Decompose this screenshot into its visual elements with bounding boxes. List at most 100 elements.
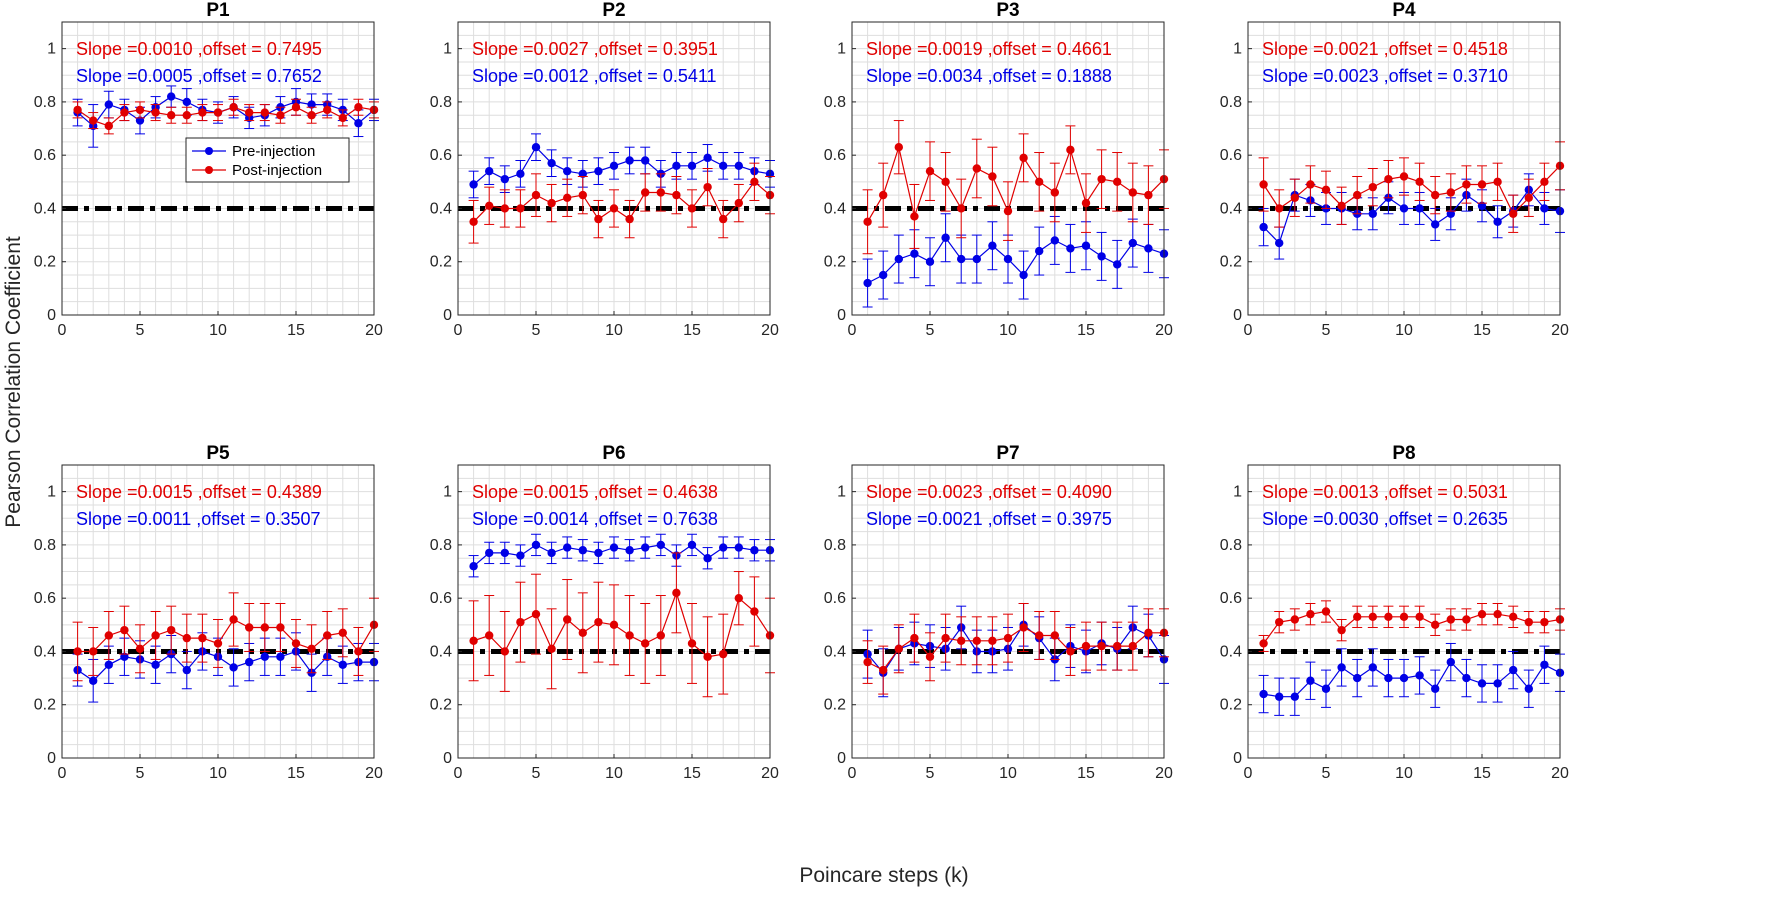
post-injection-series xyxy=(468,162,775,244)
data-point xyxy=(1275,617,1284,627)
data-point xyxy=(957,254,966,264)
data-point xyxy=(1259,222,1268,232)
data-point xyxy=(563,615,572,624)
y-tick-label: 0.8 xyxy=(824,94,846,111)
data-point xyxy=(516,204,525,213)
data-point xyxy=(547,644,556,653)
data-point xyxy=(1306,676,1315,685)
data-point xyxy=(734,593,743,603)
data-point xyxy=(1446,615,1456,624)
y-tick-label: 1 xyxy=(47,484,56,501)
data-point xyxy=(656,188,665,197)
x-tick-label: 5 xyxy=(926,322,935,339)
post-injection-annotation: Slope =0.0010 ,offset = 0.7495 xyxy=(76,39,322,59)
grid-lines xyxy=(457,21,771,316)
data-point xyxy=(1431,684,1440,693)
data-point xyxy=(578,169,587,179)
data-point xyxy=(1524,193,1534,202)
legend-marker xyxy=(205,166,213,174)
data-point xyxy=(1275,238,1284,248)
data-point xyxy=(1493,217,1502,226)
data-point xyxy=(245,623,254,632)
data-point xyxy=(516,551,525,560)
data-point xyxy=(151,660,160,669)
data-point xyxy=(672,161,681,171)
data-point xyxy=(323,631,332,640)
x-tick-label: 0 xyxy=(58,322,67,339)
data-point xyxy=(151,108,160,117)
data-point xyxy=(941,177,950,187)
data-point xyxy=(1259,180,1268,189)
data-point xyxy=(578,546,587,555)
data-point xyxy=(485,548,494,558)
data-point xyxy=(1019,153,1028,163)
data-point xyxy=(354,103,363,112)
data-point xyxy=(1081,241,1091,250)
x-tick-label: 20 xyxy=(365,322,383,339)
data-point xyxy=(957,636,966,645)
tick-labels: 0 5 10 15 20 0 0.2 0.4 0.6 0.8 1 xyxy=(34,484,383,782)
data-point xyxy=(338,113,347,123)
x-tick-label: 5 xyxy=(532,322,541,339)
data-point xyxy=(1431,220,1440,229)
data-point xyxy=(1493,177,1502,187)
data-point xyxy=(531,609,541,619)
y-tick-label: 1 xyxy=(1233,484,1242,501)
y-tick-label: 0.8 xyxy=(1220,94,1242,111)
data-point xyxy=(941,233,950,242)
y-tick-label: 0.2 xyxy=(824,697,846,714)
y-tick-label: 0.4 xyxy=(1220,200,1242,217)
data-point xyxy=(1097,252,1106,261)
y-tick-label: 0.8 xyxy=(430,94,452,111)
data-point xyxy=(213,108,223,117)
y-tick-label: 0.4 xyxy=(430,200,452,217)
data-point xyxy=(135,644,145,653)
y-tick-label: 0.4 xyxy=(34,643,56,660)
y-tick-label: 0.2 xyxy=(34,254,56,271)
y-tick-label: 0.4 xyxy=(1220,643,1242,660)
data-point xyxy=(719,214,728,224)
data-point xyxy=(672,190,681,200)
data-point xyxy=(276,652,285,661)
data-point xyxy=(1259,689,1268,699)
subplot-title: P8 xyxy=(1392,443,1415,464)
data-point xyxy=(260,623,269,632)
data-point xyxy=(135,105,145,115)
data-point xyxy=(89,647,98,656)
y-tick-label: 0 xyxy=(1233,750,1242,767)
data-point xyxy=(1066,145,1075,155)
post-injection-annotation: Slope =0.0021 ,offset = 0.4518 xyxy=(1262,39,1508,59)
x-tick-label: 20 xyxy=(1155,322,1173,339)
data-point xyxy=(1290,193,1300,202)
data-point xyxy=(1097,174,1106,184)
data-point xyxy=(104,100,114,109)
data-point xyxy=(1290,615,1300,624)
data-point xyxy=(1113,177,1122,187)
y-tick-label: 0.6 xyxy=(34,147,56,164)
y-tick-label: 0.8 xyxy=(1220,537,1242,554)
data-point xyxy=(687,639,697,648)
data-point xyxy=(167,111,176,120)
x-tick-label: 15 xyxy=(287,322,305,339)
data-point xyxy=(500,548,509,558)
y-tick-label: 1 xyxy=(837,484,846,501)
data-point xyxy=(972,636,981,645)
y-tick-label: 0 xyxy=(47,750,56,767)
data-point xyxy=(1128,641,1138,651)
data-point xyxy=(719,161,728,171)
data-point xyxy=(1384,174,1393,184)
data-point xyxy=(1081,198,1091,208)
y-tick-label: 0.8 xyxy=(34,94,56,111)
data-point xyxy=(182,633,191,643)
x-tick-label: 0 xyxy=(1244,765,1253,782)
data-point xyxy=(198,633,207,643)
x-tick-label: 0 xyxy=(848,322,857,339)
data-point xyxy=(641,543,650,552)
data-point xyxy=(1306,180,1315,189)
x-tick-label: 15 xyxy=(1473,765,1491,782)
y-tick-label: 0.8 xyxy=(430,537,452,554)
data-point xyxy=(516,617,525,627)
y-tick-label: 0.6 xyxy=(824,147,846,164)
data-point xyxy=(229,615,238,624)
data-point xyxy=(1275,204,1284,213)
